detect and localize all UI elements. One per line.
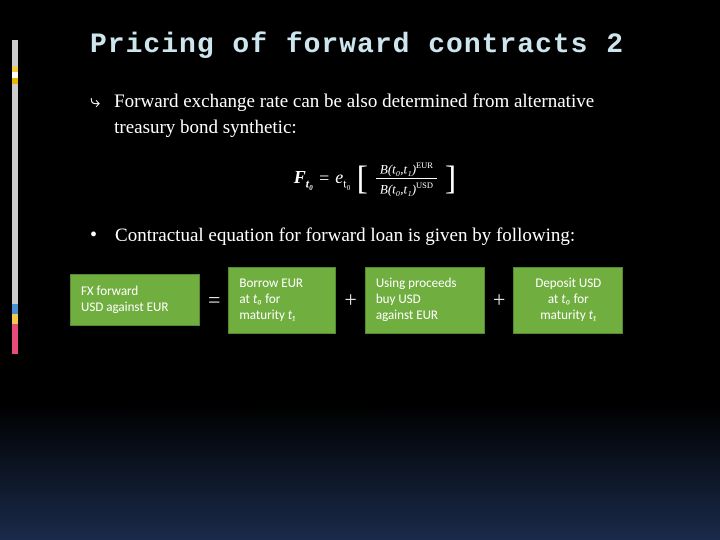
box2-line3: maturity t₁ — [239, 308, 325, 324]
bullet-1: ⤷ Forward exchange rate can be also dete… — [90, 89, 660, 140]
box4-line2: at t₀ for — [524, 292, 612, 308]
box1-line2: USD against EUR — [81, 300, 189, 316]
formula-fraction: B(t₀,t₁)EUR B(t₀,t₁)USD — [376, 160, 437, 197]
formula-num-sup: EUR — [416, 160, 433, 170]
box4-line1: Deposit USD — [524, 276, 612, 292]
formula-e-sub: t₀ — [343, 178, 350, 191]
dot-icon: • — [90, 223, 97, 247]
box3-line1: Using proceeds — [376, 276, 474, 292]
box-buy-usd: Using proceeds buy USD against EUR — [365, 267, 485, 334]
box3-line3: against EUR — [376, 308, 474, 324]
box1-line1: FX forward — [81, 284, 189, 300]
formula-num-b: B(t₀,t₁) — [380, 162, 416, 177]
bracket-right-icon: ] — [445, 162, 456, 196]
slide-title: Pricing of forward contracts 2 — [90, 30, 660, 61]
formula-den-b: B(t₀,t₁) — [380, 182, 416, 197]
box2-line1: Borrow EUR — [239, 276, 325, 292]
box-deposit-usd: Deposit USD at t₀ for maturity t₁ — [513, 267, 623, 334]
contractual-equation: FX forward USD against EUR = Borrow EUR … — [70, 267, 660, 334]
slide-content: Pricing of forward contracts 2 ⤷ Forward… — [0, 0, 720, 540]
box3-line2: buy USD — [376, 292, 474, 308]
box-borrow-eur: Borrow EUR at t₀ for maturity t₁ — [228, 267, 336, 334]
plus-icon-2: + — [493, 287, 505, 313]
formula-den-sup: USD — [416, 180, 433, 190]
equals-icon: = — [208, 287, 220, 313]
plus-icon-1: + — [344, 287, 356, 313]
formula-lhs-sub: t₀ — [306, 178, 313, 191]
bullet-2-text: Contractual equation for forward loan is… — [115, 223, 575, 249]
box4-line3: maturity t₁ — [524, 308, 612, 324]
box2-line2: at t₀ for — [239, 292, 325, 308]
bullet-2: • Contractual equation for forward loan … — [90, 223, 660, 249]
formula-eq: = — [319, 168, 329, 189]
box-fx-forward: FX forward USD against EUR — [70, 274, 200, 326]
formula: Ft₀ = et₀ [ B(t₀,t₁)EUR B(t₀,t₁)USD ] — [90, 160, 660, 197]
bullet-1-text: Forward exchange rate can be also determ… — [114, 89, 660, 140]
formula-lhs-base: F — [294, 167, 306, 187]
bracket-left-icon: [ — [357, 162, 368, 196]
arrow-icon: ⤷ — [90, 91, 100, 112]
